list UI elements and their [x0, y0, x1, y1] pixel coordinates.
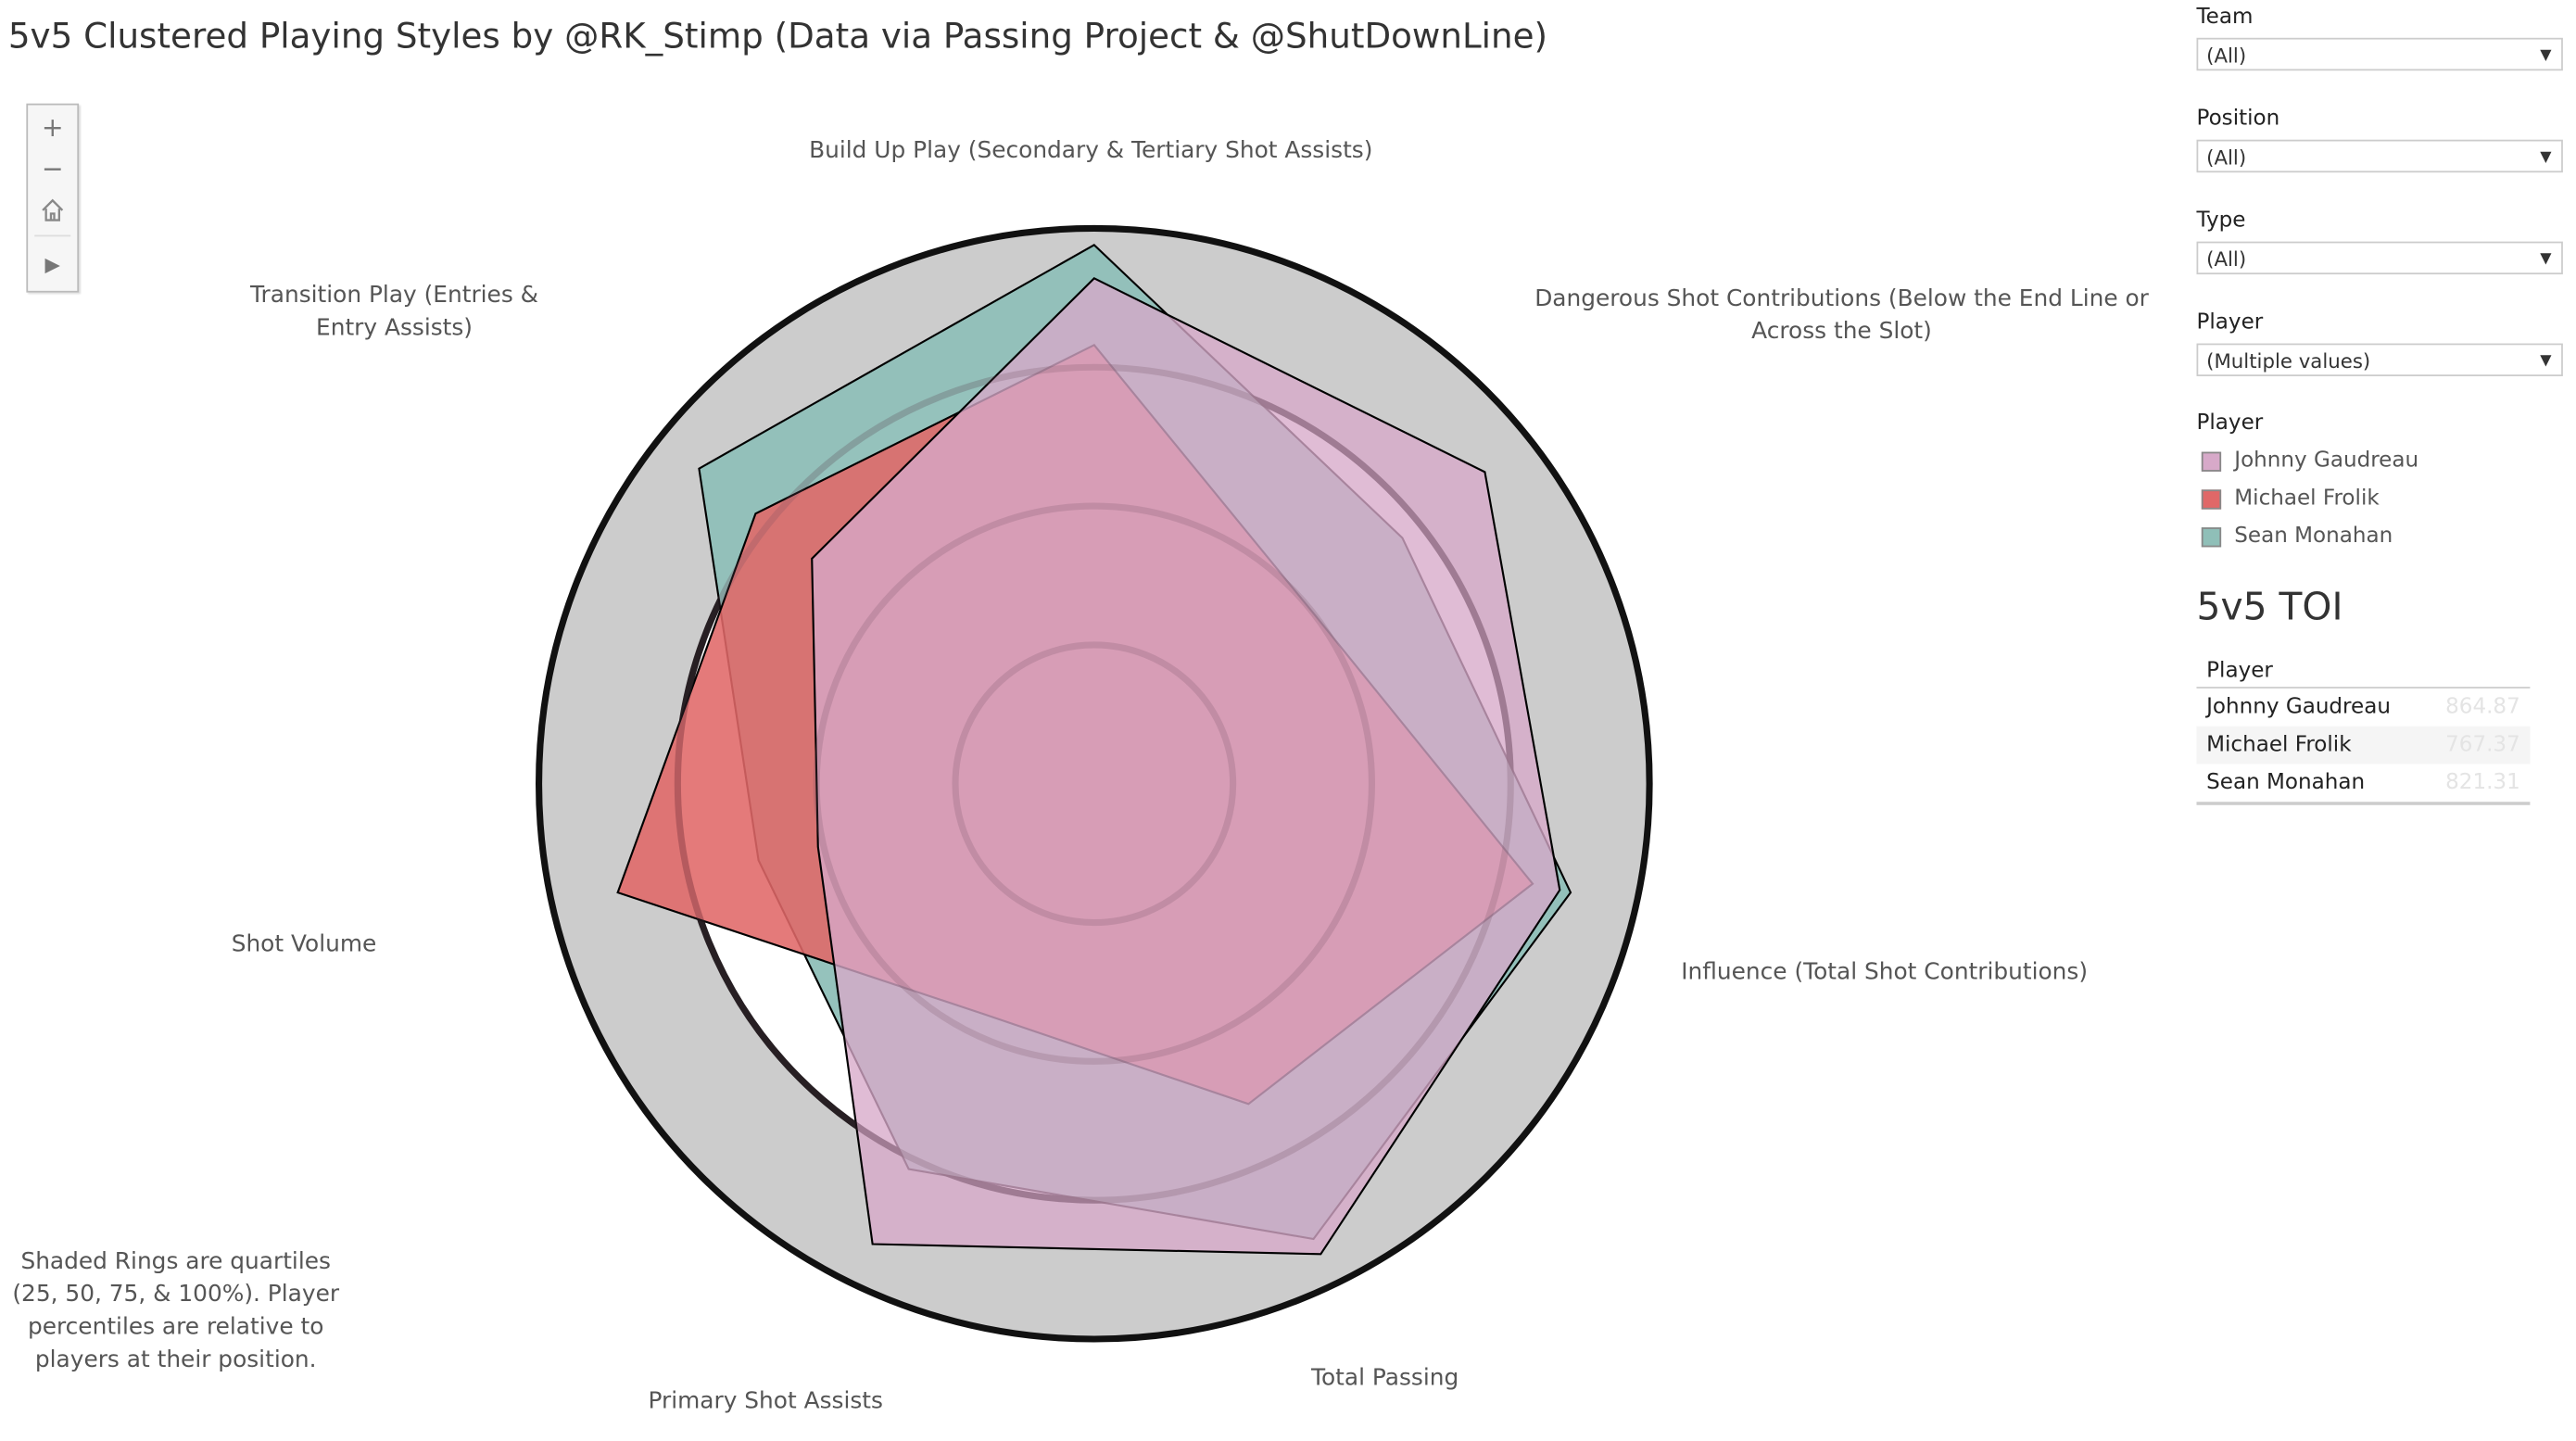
axis-label-influence: Influence (Total Shot Contributions) — [1681, 956, 2088, 989]
team-dropdown[interactable]: (All) ▼ — [2196, 37, 2563, 71]
axis-label-total-passing: Total Passing — [1311, 1362, 1458, 1395]
legend-item-michael-frolik[interactable]: Michael Frolik — [2201, 486, 2380, 512]
axis-label-line: Transition Play (Entries & — [250, 282, 539, 310]
table-row: Johnny Gaudreau 864.87 — [2197, 689, 2531, 727]
legend-label: Johnny Gaudreau — [2234, 449, 2419, 474]
axis-label-line: Primary Shot Assists — [648, 1388, 883, 1415]
axis-label-line: Shot Volume — [231, 931, 377, 958]
axis-label-primary-shot-assists: Primary Shot Assists — [648, 1385, 882, 1418]
axis-label-line: Entry Assists) — [316, 315, 474, 342]
table-row: Michael Frolik 767.37 — [2196, 726, 2531, 765]
type-dropdown[interactable]: (All) ▼ — [2196, 241, 2563, 275]
player-dropdown[interactable]: (Multiple values) ▼ — [2196, 343, 2563, 377]
toi-value: 821.31 — [2445, 770, 2520, 796]
legend-swatch — [2201, 488, 2222, 509]
player-name: Michael Frolik — [2206, 732, 2352, 758]
chevron-down-icon: ▼ — [2540, 149, 2552, 167]
dropdown-value: (All) — [2206, 145, 2247, 170]
legend-swatch — [2201, 526, 2222, 547]
axis-label-transition: Transition Play (Entries & Entry Assists) — [250, 279, 538, 345]
axis-label-line: Dangerous Shot Contributions (Below the … — [1534, 285, 2149, 312]
toi-table: Player Johnny Gaudreau 864.87 Michael Fro… — [2196, 657, 2531, 805]
filter-label-type: Type — [2196, 209, 2246, 234]
player-name: Johnny Gaudreau — [2206, 694, 2391, 720]
axis-label-dangerous-shots: Dangerous Shot Contributions (Below the … — [1534, 283, 2149, 348]
chevron-down-icon: ▼ — [2540, 251, 2552, 268]
zoom-in-button[interactable]: + — [41, 111, 64, 144]
table-row: Sean Monahan 821.31 — [2196, 764, 2531, 805]
axis-label-build-up: Build Up Play (Secondary & Tertiary Shot… — [809, 134, 1372, 167]
player-name: Sean Monahan — [2206, 770, 2366, 796]
axis-label-line: Build Up Play (Secondary & Tertiary Shot… — [809, 137, 1373, 165]
legend-swatch — [2201, 450, 2222, 471]
play-button[interactable]: ▶ — [44, 253, 60, 276]
filter-label-position: Position — [2196, 107, 2280, 132]
chevron-down-icon: ▼ — [2540, 353, 2552, 370]
axis-label-line: Influence (Total Shot Contributions) — [1681, 959, 2089, 986]
home-button[interactable] — [28, 197, 77, 230]
table-header: Player — [2196, 657, 2531, 689]
legend-item-sean-monahan[interactable]: Sean Monahan — [2201, 524, 2393, 550]
toi-value: 864.87 — [2445, 694, 2520, 720]
axis-label-line: Total Passing — [1311, 1365, 1459, 1392]
legend-item-johnny-gaudreau[interactable]: Johnny Gaudreau — [2201, 449, 2419, 474]
legend-label: Sean Monahan — [2234, 524, 2393, 550]
dropdown-value: (All) — [2206, 247, 2247, 272]
quartile-ring-75 — [674, 363, 1514, 1204]
map-zoom-controls: + − ▶ — [26, 103, 80, 293]
page-title: 5v5 Clustered Playing Styles by @RK_Stim… — [7, 16, 1548, 57]
column-header-player: Player — [2206, 658, 2273, 684]
filter-label-team: Team — [2196, 5, 2254, 30]
divider — [34, 234, 71, 237]
legend-title: Player — [2196, 411, 2264, 436]
axis-label-shot-volume: Shot Volume — [232, 929, 377, 961]
dropdown-value: (All) — [2206, 44, 2247, 68]
quartile-ring-25 — [952, 641, 1237, 927]
radar-chart — [535, 224, 1653, 1343]
legend-label: Michael Frolik — [2234, 486, 2380, 512]
toi-value: 767.37 — [2445, 732, 2520, 758]
chevron-down-icon: ▼ — [2540, 47, 2552, 65]
chart-note: Shaded Rings are quartiles (25, 50, 75, … — [12, 1248, 340, 1374]
home-icon — [42, 198, 64, 221]
series-polygon-johnny-gaudreau — [811, 277, 1561, 1256]
zoom-out-button[interactable]: − — [41, 152, 64, 184]
toi-title: 5v5 TOI — [2196, 586, 2343, 630]
position-dropdown[interactable]: (All) ▼ — [2196, 139, 2563, 173]
axis-label-line: Across the Slot) — [1751, 318, 1932, 346]
dropdown-value: (Multiple values) — [2206, 349, 2371, 373]
quartile-ring-50 — [813, 502, 1376, 1065]
filter-label-player: Player — [2196, 310, 2264, 335]
